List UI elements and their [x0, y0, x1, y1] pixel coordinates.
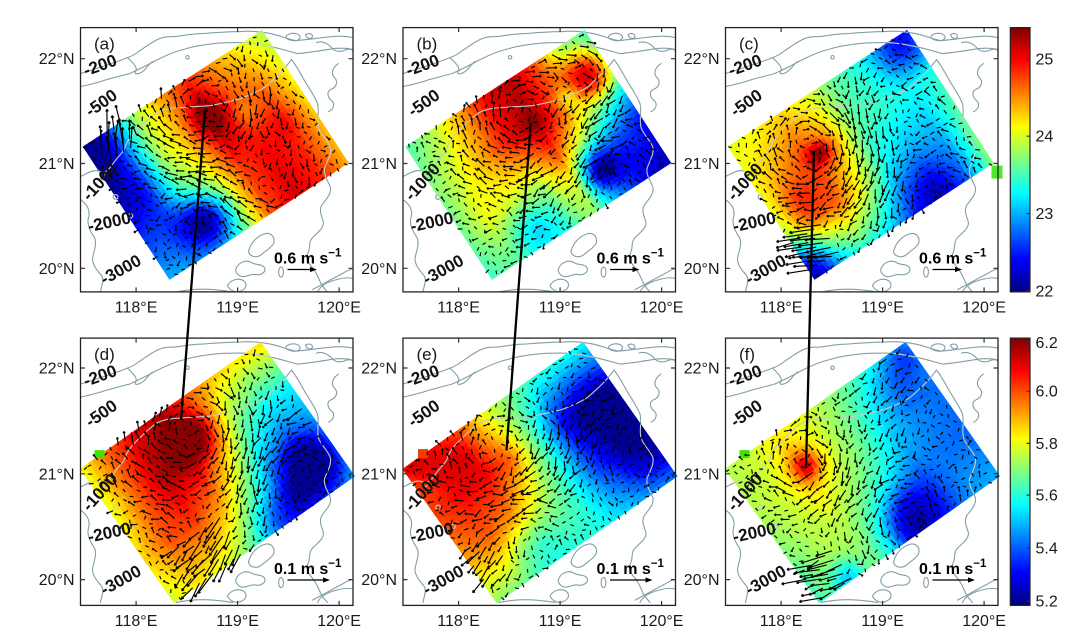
svg-text:(c): (c): [739, 35, 759, 54]
svg-text:120°E: 120°E: [962, 299, 1006, 316]
svg-text:0.1 m s−1: 0.1 m s−1: [597, 558, 665, 578]
svg-text:-500: -500: [82, 86, 121, 121]
svg-text:21°N: 21°N: [684, 156, 720, 173]
svg-text:-3000: -3000: [742, 561, 789, 599]
svg-text:119°E: 119°E: [216, 299, 259, 316]
svg-text:0.6 m s−1: 0.6 m s−1: [597, 248, 665, 268]
svg-text:22°N: 22°N: [684, 51, 720, 68]
svg-text:21°N: 21°N: [361, 466, 397, 483]
svg-text:118°E: 118°E: [760, 299, 803, 316]
svg-text:-2000: -2000: [86, 519, 132, 547]
svg-text:-200: -200: [81, 361, 119, 390]
svg-text:6.0: 6.0: [1036, 384, 1058, 401]
svg-text:120°E: 120°E: [317, 299, 361, 316]
svg-text:(a): (a): [94, 35, 115, 54]
svg-text:5.6: 5.6: [1036, 488, 1058, 505]
svg-text:5.8: 5.8: [1036, 436, 1058, 453]
svg-text:21°N: 21°N: [39, 156, 75, 173]
svg-text:-200: -200: [81, 51, 119, 80]
svg-text:-3000: -3000: [420, 561, 467, 599]
svg-text:23: 23: [1036, 206, 1054, 223]
svg-text:119°E: 119°E: [539, 299, 582, 316]
svg-text:-3000: -3000: [742, 251, 789, 289]
svg-text:-500: -500: [727, 86, 766, 121]
svg-text:6.2: 6.2: [1036, 335, 1058, 352]
svg-text:118°E: 118°E: [437, 299, 480, 316]
svg-text:0.6 m s−1: 0.6 m s−1: [919, 248, 987, 268]
svg-text:(b): (b): [417, 35, 438, 54]
svg-text:(e): (e): [417, 345, 438, 364]
svg-text:119°E: 119°E: [216, 613, 259, 630]
svg-text:120°E: 120°E: [640, 299, 684, 316]
svg-text:22°N: 22°N: [684, 361, 720, 378]
svg-text:21°N: 21°N: [361, 156, 397, 173]
svg-text:-500: -500: [404, 396, 443, 431]
svg-text:-2000: -2000: [409, 208, 455, 236]
svg-text:119°E: 119°E: [861, 299, 904, 316]
svg-text:-500: -500: [82, 396, 121, 431]
svg-text:-2000: -2000: [731, 208, 777, 236]
svg-text:120°E: 120°E: [317, 613, 361, 630]
svg-text:20°N: 20°N: [361, 572, 397, 589]
svg-text:24: 24: [1036, 129, 1054, 146]
svg-text:120°E: 120°E: [640, 613, 684, 630]
svg-text:0.1 m s−1: 0.1 m s−1: [274, 558, 342, 578]
svg-text:5.4: 5.4: [1036, 540, 1058, 557]
svg-text:21°N: 21°N: [39, 466, 75, 483]
svg-text:22°N: 22°N: [361, 51, 397, 68]
svg-text:21°N: 21°N: [684, 466, 720, 483]
svg-text:118°E: 118°E: [115, 299, 158, 316]
svg-text:22°N: 22°N: [361, 361, 397, 378]
svg-text:25: 25: [1036, 51, 1054, 68]
svg-text:20°N: 20°N: [39, 261, 75, 278]
svg-text:22: 22: [1036, 284, 1054, 301]
svg-text:118°E: 118°E: [115, 613, 158, 630]
svg-text:20°N: 20°N: [39, 572, 75, 589]
svg-text:-2000: -2000: [409, 519, 455, 547]
svg-text:-500: -500: [404, 86, 443, 121]
svg-text:120°E: 120°E: [962, 613, 1006, 630]
svg-text:118°E: 118°E: [760, 613, 803, 630]
svg-text:119°E: 119°E: [861, 613, 904, 630]
svg-text:-2000: -2000: [86, 208, 132, 236]
svg-text:-3000: -3000: [420, 251, 467, 289]
svg-text:-200: -200: [726, 361, 764, 390]
svg-text:-200: -200: [403, 361, 441, 390]
svg-text:20°N: 20°N: [684, 572, 720, 589]
svg-text:0.6 m s−1: 0.6 m s−1: [274, 248, 342, 268]
svg-text:5.2: 5.2: [1036, 594, 1058, 611]
svg-text:20°N: 20°N: [361, 261, 397, 278]
svg-text:-3000: -3000: [97, 561, 144, 599]
svg-text:-200: -200: [403, 51, 441, 80]
svg-text:(d): (d): [94, 345, 115, 364]
svg-text:119°E: 119°E: [539, 613, 582, 630]
svg-text:20°N: 20°N: [684, 261, 720, 278]
svg-text:22°N: 22°N: [39, 361, 75, 378]
svg-text:118°E: 118°E: [437, 613, 480, 630]
svg-text:-200: -200: [726, 51, 764, 80]
svg-text:-3000: -3000: [97, 251, 144, 289]
svg-text:0.1 m s−1: 0.1 m s−1: [919, 558, 987, 578]
svg-text:-500: -500: [727, 396, 766, 431]
svg-text:-2000: -2000: [731, 519, 777, 547]
svg-text:22°N: 22°N: [39, 51, 75, 68]
svg-text:(f): (f): [739, 345, 755, 364]
